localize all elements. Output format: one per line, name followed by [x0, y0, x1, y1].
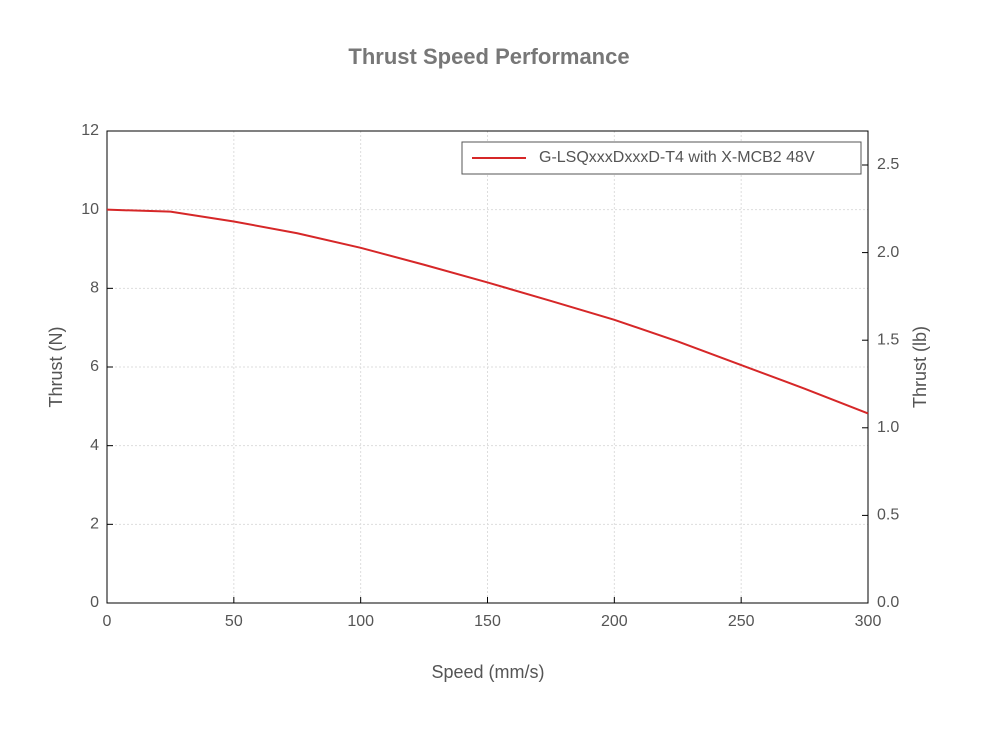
x-tick-label: 200: [601, 613, 628, 630]
x-tick-label: 250: [728, 613, 755, 630]
y2-tick-label: 1.5: [877, 331, 899, 348]
y-tick-label: 0: [90, 594, 99, 611]
chart-title: Thrust Speed Performance: [348, 44, 629, 69]
y2-tick-label: 1.0: [877, 419, 899, 436]
y-tick-label: 6: [90, 358, 99, 375]
y-tick-label: 12: [81, 122, 99, 139]
y-tick-label: 2: [90, 516, 99, 533]
x-tick-label: 300: [855, 613, 882, 630]
y-tick-label: 8: [90, 280, 99, 297]
y2-tick-label: 2.0: [877, 244, 899, 261]
y2-tick-label: 0.5: [877, 507, 899, 524]
x-tick-label: 150: [474, 613, 501, 630]
legend-box: [461, 141, 862, 175]
x-tick-label: 50: [225, 613, 243, 630]
y-tick-label: 4: [90, 437, 99, 454]
y2-tick-label: 0.0: [877, 594, 899, 611]
plot-frame: [106, 130, 869, 604]
x-tick-label: 0: [103, 613, 112, 630]
y2-axis-label: Thrust (lb): [910, 326, 930, 408]
data-line: [106, 208, 869, 415]
y2-tick-label: 2.5: [877, 156, 899, 173]
x-axis-label: Speed (mm/s): [431, 662, 544, 682]
legend-label: G-LSQxxxDxxxD-T4 with X-MCB2 48V: [539, 149, 815, 166]
x-tick-label: 100: [347, 613, 374, 630]
y-tick-label: 10: [81, 201, 99, 218]
y-axis-label: Thrust (N): [46, 327, 66, 408]
